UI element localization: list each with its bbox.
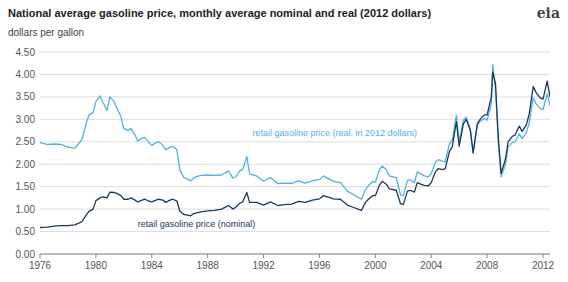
y-tick-label: 2.50 (16, 136, 36, 147)
x-tick-label: 1988 (197, 260, 220, 271)
grid-line (40, 96, 550, 97)
series-line (40, 65, 550, 200)
x-tick-label: 2008 (476, 260, 499, 271)
grid-line (40, 141, 550, 142)
x-tick (431, 254, 432, 258)
annotation: retail gasoline price (real, in 2012 dol… (252, 128, 417, 138)
grid-line (40, 231, 550, 232)
x-tick (319, 254, 320, 258)
annotation: retail gasoline price (nominal) (138, 219, 256, 229)
plot-area (40, 65, 550, 228)
y-axis-label: dollars per gallon (8, 27, 84, 38)
x-tick-label: 1976 (29, 260, 52, 271)
grid-line (40, 254, 550, 255)
x-tick (207, 254, 208, 258)
y-tick-label: 0.50 (16, 226, 36, 237)
x-tick-label: 1980 (85, 260, 108, 271)
y-tick-label: 0.00 (16, 249, 36, 260)
grid-line (40, 74, 550, 75)
logo: eia (537, 5, 560, 21)
x-tick (151, 254, 152, 258)
y-tick-label: 3.50 (16, 91, 36, 102)
x-tick (375, 254, 376, 258)
x-tick (543, 254, 544, 258)
x-tick-label: 1984 (141, 260, 164, 271)
x-tick (40, 254, 41, 258)
y-tick-label: 1.00 (16, 204, 36, 215)
x-tick (263, 254, 264, 258)
grid-line (40, 52, 550, 53)
x-tick-label: 2004 (420, 260, 443, 271)
series-line (40, 72, 550, 227)
y-tick-label: 4.50 (16, 47, 36, 58)
x-tick (487, 254, 488, 258)
x-tick-label: 1992 (252, 260, 275, 271)
y-tick-label: 1.50 (16, 181, 36, 192)
x-tick-label: 2000 (364, 260, 387, 271)
x-tick-label: 2012 (532, 260, 555, 271)
grid (40, 52, 550, 254)
chart: National average gasoline price, monthly… (0, 0, 568, 282)
x-axis-line (40, 254, 550, 255)
grid-line (40, 164, 550, 165)
x-tick (95, 254, 96, 258)
title: National average gasoline price, monthly… (8, 7, 431, 19)
y-tick-label: 4.00 (16, 69, 36, 80)
grid-line (40, 119, 550, 120)
x-tick-label: 1996 (308, 260, 331, 271)
grid-line (40, 186, 550, 187)
y-tick-label: 3.00 (16, 114, 36, 125)
y-tick-label: 2.00 (16, 159, 36, 170)
grid-line (40, 209, 550, 210)
